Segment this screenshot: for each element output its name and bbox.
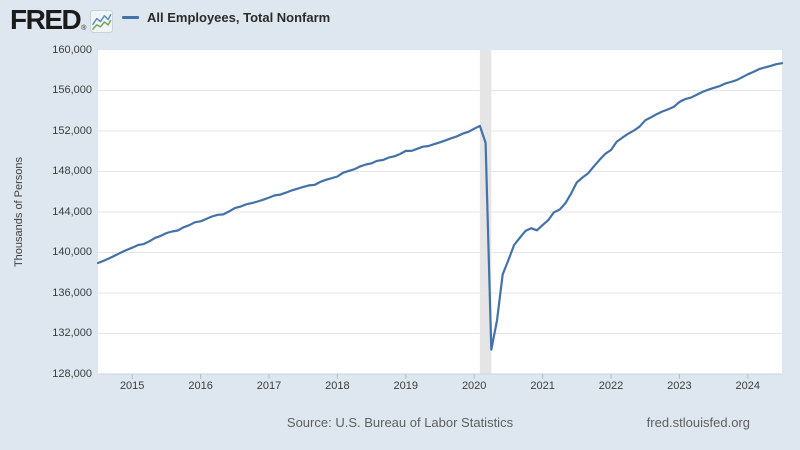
x-axis-tick-label: 2016 <box>188 380 213 392</box>
x-axis-tick-label: 2022 <box>598 380 624 392</box>
registered-trademark: ® <box>81 25 87 32</box>
fred-logo-text: FRED <box>10 4 82 35</box>
x-axis-tick-label: 2023 <box>667 380 692 392</box>
x-axis-tick-label: 2018 <box>325 380 350 392</box>
x-axis-tick-label: 2017 <box>256 380 282 392</box>
legend-label: All Employees, Total Nonfarm <box>147 10 331 25</box>
plot-area <box>96 50 784 379</box>
legend-line-swatch <box>122 16 139 19</box>
x-axis-tick-label: 2021 <box>530 380 555 392</box>
x-axis-tick-label: 2020 <box>461 380 487 392</box>
x-axis-tick-label: 2019 <box>393 380 419 392</box>
y-axis-tick-label: 140,000 <box>52 246 92 258</box>
data-line[interactable] <box>96 62 784 351</box>
site-link[interactable]: fred.stlouisfed.org <box>646 415 750 430</box>
y-axis-tick-label: 136,000 <box>52 286 92 299</box>
y-axis-tick-label: 156,000 <box>52 84 92 96</box>
legend[interactable]: All Employees, Total Nonfarm <box>122 10 330 25</box>
y-axis-tick-label: 144,000 <box>52 205 92 218</box>
fred-logo: FRED ® <box>10 3 114 37</box>
y-axis-tick-label: 132,000 <box>52 327 92 339</box>
y-axis-tick-label: 160,000 <box>52 43 92 56</box>
source-text: Source: U.S. Bureau of Labor Statistics <box>286 415 514 430</box>
x-axis-tick-label: 2024 <box>735 380 761 392</box>
y-axis-tick-label: 128,000 <box>52 367 92 380</box>
sparkline-chart-icon <box>90 9 114 33</box>
y-axis-tick-label: 152,000 <box>52 124 92 137</box>
x-axis-tick-label: 2015 <box>119 380 145 392</box>
y-axis-tick-label: 148,000 <box>52 165 92 177</box>
